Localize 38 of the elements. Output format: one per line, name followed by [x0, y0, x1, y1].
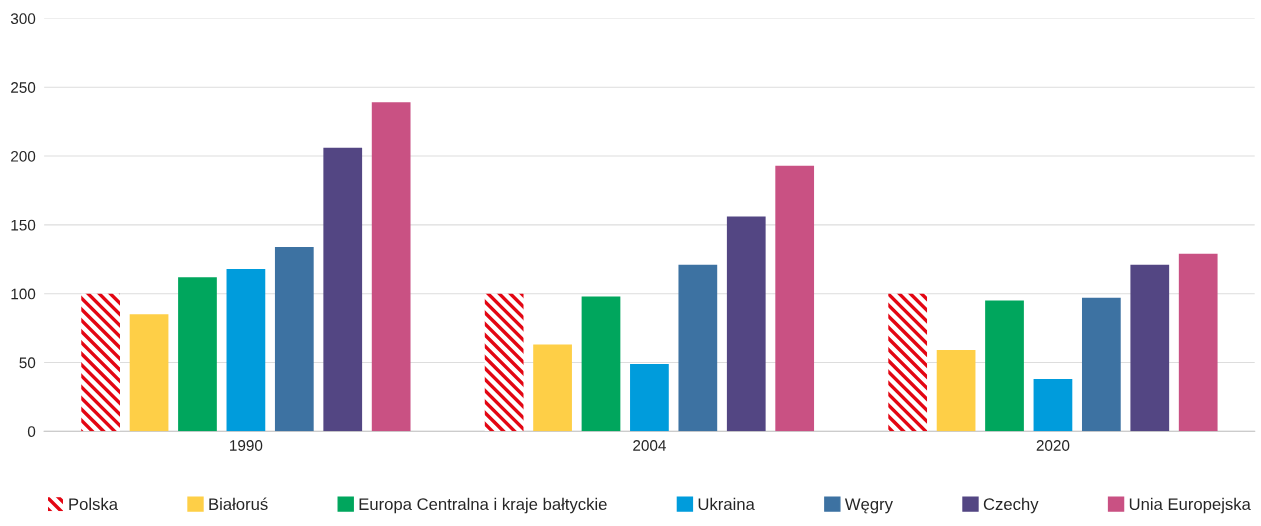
legend-label: Czechy — [983, 497, 1039, 514]
bar — [888, 293, 928, 432]
bar — [1033, 379, 1073, 432]
bar — [226, 268, 266, 432]
bar — [533, 344, 572, 432]
bar — [985, 300, 1024, 432]
legend-label: Białoruś — [209, 497, 268, 511]
x-tick-label: 2020 — [1036, 440, 1070, 451]
y-tick-label: 250 — [11, 82, 36, 93]
y-tick-label: 150 — [11, 219, 36, 231]
y-tick-label: 100 — [11, 288, 36, 300]
legend-label: Ukraina — [698, 497, 755, 511]
bar — [630, 363, 669, 432]
x-tick-label: 1990 — [230, 440, 263, 451]
bar — [371, 102, 411, 432]
bar — [1081, 297, 1121, 432]
bar — [1178, 253, 1218, 432]
legend-label: Unia Europejska — [1129, 497, 1251, 514]
bar — [1130, 264, 1170, 432]
legend-label: Węgry — [844, 498, 893, 514]
y-tick-label: 50 — [19, 357, 36, 369]
y-tick-label: 300 — [10, 13, 36, 25]
legend-label: Polska — [69, 497, 119, 511]
x-tick-label: 2004 — [633, 440, 666, 451]
bar — [936, 350, 976, 432]
bar — [81, 293, 120, 432]
legend-label: Europa Centralna i kraje bałtyckie — [359, 497, 607, 514]
bar — [178, 277, 217, 432]
bar — [775, 165, 815, 432]
bar — [581, 296, 621, 432]
bar — [274, 246, 314, 432]
bar — [484, 293, 524, 432]
bar — [726, 216, 766, 432]
y-tick-label: 200 — [11, 150, 36, 162]
bar — [129, 314, 169, 432]
bar — [323, 147, 363, 432]
y-tick-label: 0 — [27, 426, 36, 438]
bar — [678, 264, 718, 432]
